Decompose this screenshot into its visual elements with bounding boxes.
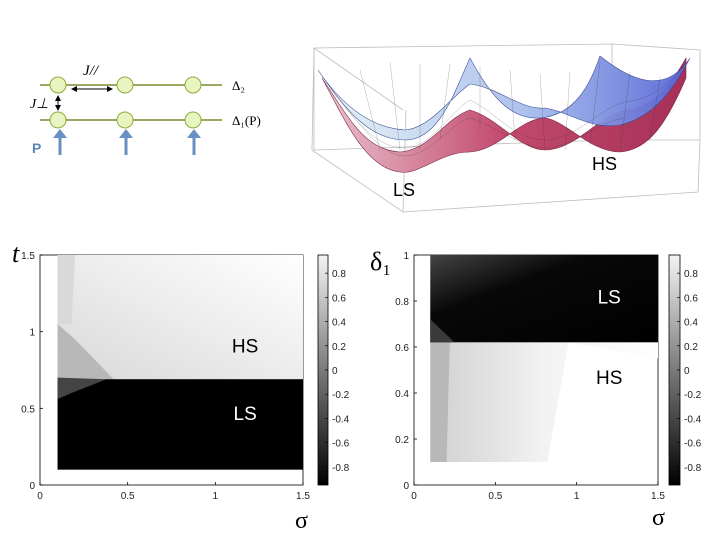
colorbar-tick-label: -0.6 bbox=[684, 439, 702, 450]
surface-low-spin-label: LS bbox=[393, 180, 415, 200]
right-x-axis-label: σ bbox=[652, 505, 665, 531]
right-y-ticks: 0 0.2 0.4 0.6 0.8 1 bbox=[395, 251, 417, 492]
left-x-axis-label: σ bbox=[295, 508, 308, 534]
left-heatmap-data bbox=[57, 255, 304, 470]
surface-mesh bbox=[329, 61, 685, 157]
y-tick-label: 1.5 bbox=[21, 251, 35, 262]
ls-edge-shading bbox=[430, 319, 455, 343]
ls-region bbox=[57, 379, 304, 470]
colorbar-tick-label: 0.4 bbox=[684, 318, 698, 329]
y-tick-label: 0.2 bbox=[395, 435, 409, 446]
ls-edge-shading bbox=[57, 377, 107, 400]
colorbar-tick-label: 0 bbox=[332, 366, 338, 377]
pump-label: P bbox=[32, 140, 41, 156]
energy-surface-plot: LS HS bbox=[311, 43, 701, 213]
x-tick-label: 0 bbox=[411, 491, 417, 502]
lattice-site bbox=[116, 111, 134, 129]
colorbar-tick-label: -0.2 bbox=[684, 390, 702, 401]
left-colorbar-ticks: 0.8 0.6 0.4 0.2 0 -0.2 -0.4 -0.6 -0.8 bbox=[325, 269, 350, 474]
right-phase-diagram: 0 0.5 1 1.5 00.20.40.60.81 δ₁ σ LS HS 0.80.… bbox=[370, 247, 702, 531]
x-tick-label: 1.5 bbox=[296, 491, 310, 502]
colorbar-tick-label: -0.2 bbox=[332, 390, 350, 401]
x-tick-label: 0.5 bbox=[488, 491, 502, 502]
upper-level-label: Δ₂ bbox=[232, 78, 245, 93]
hs-region bbox=[57, 255, 304, 380]
colorbar-tick-label: 0.2 bbox=[332, 342, 346, 353]
hs-region bbox=[430, 342, 658, 462]
left-phase-diagram: 0 0.5 1 1.5 0 0.5 1 1.5 t σ HS LS 0.8 0.6 0.4 0.2… bbox=[12, 239, 350, 534]
left-region-label-hs: HS bbox=[232, 336, 258, 357]
pump-arrow-head bbox=[119, 129, 133, 138]
transition-strip bbox=[430, 342, 450, 462]
lattice-site bbox=[184, 76, 202, 94]
lattice-site bbox=[49, 111, 67, 129]
x-tick-label: 1 bbox=[213, 491, 219, 502]
left-region-label-ls: LS bbox=[234, 404, 257, 425]
left-y-axis-label: t bbox=[12, 239, 20, 268]
colorbar-tick-label: 0.8 bbox=[332, 269, 346, 280]
lower-energy-surface bbox=[321, 56, 687, 173]
y-tick-label: 0.5 bbox=[21, 404, 35, 415]
colorbar-tick-label: 0.2 bbox=[684, 342, 698, 353]
right-x-ticks: 0 0.5 1 1.5 bbox=[411, 482, 665, 502]
y-tick-label: 0 bbox=[29, 481, 35, 492]
transition-wedge bbox=[57, 324, 114, 380]
colorbar-tick-label: 0.6 bbox=[332, 293, 346, 304]
lattice-site bbox=[49, 76, 67, 94]
x-tick-label: 0 bbox=[37, 491, 43, 502]
y-tick-label: 0.6 bbox=[395, 343, 409, 354]
lower-level-label: Δ₁(P) bbox=[232, 113, 261, 128]
lattice-schematic: J// J⊥ Δ₂ Δ₁(P) P bbox=[30, 63, 261, 156]
colorbar-tick-label: -0.8 bbox=[332, 463, 350, 474]
left-y-ticks: 0 0.5 1 1.5 bbox=[21, 251, 43, 492]
right-region-label-ls: LS bbox=[598, 287, 621, 308]
perp-coupling-label: J⊥ bbox=[30, 97, 48, 112]
right-y-axis-label: δ₁ bbox=[370, 247, 391, 276]
x-tick-label: 1.5 bbox=[651, 491, 665, 502]
x-tick-label: 0.5 bbox=[121, 491, 135, 502]
colorbar-tick-label: 0.4 bbox=[332, 318, 346, 329]
x-tick-label: 1 bbox=[574, 491, 580, 502]
y-tick-label: 0.8 bbox=[395, 297, 409, 308]
colorbar-tick-label: 0.6 bbox=[684, 293, 698, 304]
colorbar-tick-label: -0.6 bbox=[332, 439, 350, 450]
inplane-coupling-label: J// bbox=[83, 63, 100, 79]
right-heatmap-data bbox=[430, 255, 658, 462]
upper-energy-surface bbox=[317, 55, 691, 141]
colorbar-tick-label: -0.8 bbox=[684, 463, 702, 474]
colorbar-tick-label: -0.4 bbox=[684, 414, 702, 425]
pump-arrow-head bbox=[187, 129, 201, 138]
y-tick-label: 1 bbox=[403, 251, 409, 262]
pump-arrow-head bbox=[53, 129, 67, 138]
transition-wedge bbox=[57, 255, 76, 324]
y-tick-label: 0 bbox=[403, 481, 409, 492]
lattice-site bbox=[116, 76, 134, 94]
right-region-label-hs: HS bbox=[596, 368, 622, 389]
y-tick-label: 0.4 bbox=[395, 389, 409, 400]
colorbar-tick-label: -0.4 bbox=[332, 414, 350, 425]
ls-region bbox=[430, 255, 658, 343]
colorbar-tick-label: 0 bbox=[684, 366, 690, 377]
left-x-ticks: 0 0.5 1 1.5 bbox=[37, 482, 310, 502]
lattice-site bbox=[184, 111, 202, 129]
y-tick-label: 1 bbox=[29, 328, 35, 339]
surface-high-spin-label: HS bbox=[592, 154, 617, 174]
right-colorbar-ticks: 0.8 0.6 0.4 0.2 0 -0.2 -0.4 -0.6 -0.8 bbox=[677, 269, 702, 474]
colorbar-tick-label: 0.8 bbox=[684, 269, 698, 280]
